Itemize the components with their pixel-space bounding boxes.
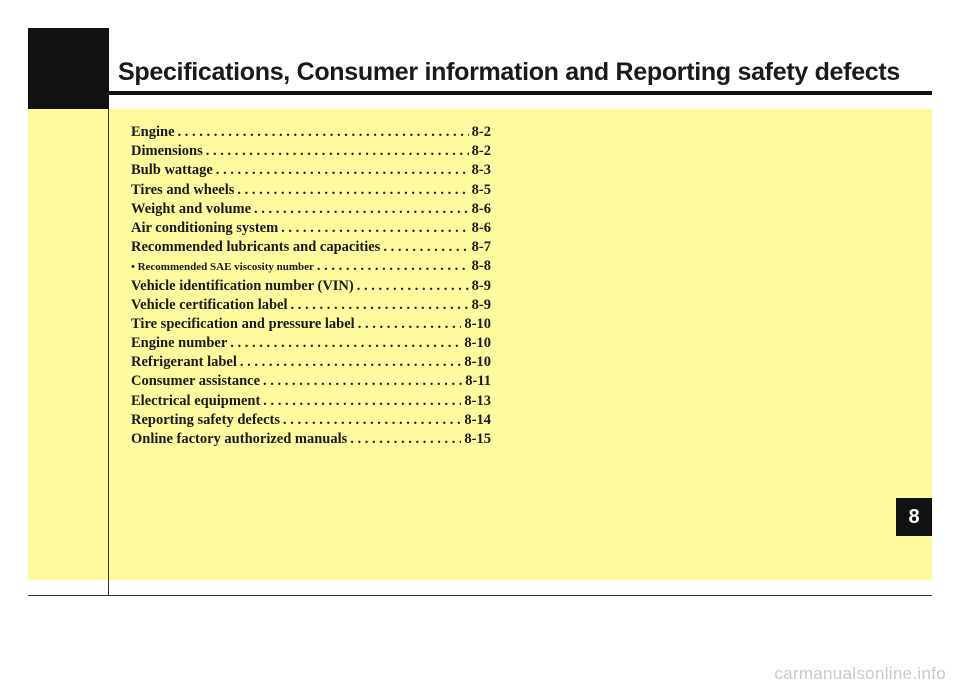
toc-leader [230,335,461,352]
margin-line [108,109,109,596]
toc-entry-consumer-assistance[interactable]: Consumer assistance 8-11 [131,373,491,392]
site-watermark: carmanualsonline.info [774,664,946,683]
toc-page: 8-2 [471,143,491,160]
toc-page: 8-14 [464,411,491,428]
toc-entry-online-manuals[interactable]: Online factory authorized manuals 8-15 [131,431,491,450]
toc-label: Online factory authorized manuals [131,431,348,447]
toc-page: 8-13 [464,392,491,409]
toc-label: Vehicle identification number (VIN) [131,277,354,294]
chapter-corner-block [28,28,109,109]
toc-page: 8-9 [471,296,491,313]
toc-label: Consumer assistance [131,373,261,390]
toc-leader [358,316,462,333]
chapter-tab[interactable]: 8 [896,498,932,536]
toc-entry-engine-number[interactable]: Engine number 8-10 [131,335,491,354]
toc-label: Reporting safety defects [131,411,280,428]
toc-entry-refrigerant-label[interactable]: Refrigerant label 8-10 [131,354,491,373]
toc-leader [291,297,469,314]
toc-label: Bulb wattage [131,162,213,179]
toc-page: 8-9 [471,277,491,294]
toc-leader [263,373,462,390]
toc-label: Air conditioning system [131,219,279,236]
toc-label: Engine [131,124,175,140]
toc-page: 8-6 [471,219,491,236]
toc-label: Vehicle certification label [131,296,288,313]
toc-page: 8-8 [471,258,491,275]
contents-panel [28,109,932,580]
toc-label: • Recommended SAE viscosity number [131,261,314,274]
toc-leader [317,258,469,275]
toc-leader [240,354,462,371]
toc-label: Recommended lubricants and capacities [131,239,381,256]
toc-entry-tire-pressure-label[interactable]: Tire specification and pressure label 8-1… [131,316,491,335]
toc-entry-tires-and-wheels[interactable]: Tires and wheels 8-5 [131,182,491,201]
toc-label: Dimensions [131,143,203,160]
toc-label: Refrigerant label [131,354,237,371]
toc-entry-dimensions[interactable]: Dimensions 8-2 [131,143,491,162]
toc-leader [263,393,461,410]
toc-entry-vin[interactable]: Vehicle identification number (VIN) 8-9 [131,278,491,297]
table-of-contents: Engine8-2 Dimensions8-2 Bulb wattage8-3 … [131,124,491,450]
toc-label: Engine number [131,335,228,352]
header-rule [109,91,932,95]
toc-leader [178,124,469,141]
toc-label: Tire specification and pressure label [131,315,355,332]
toc-label: Tires and wheels [131,181,235,198]
toc-label: Weight and volume [131,200,252,217]
toc-label: Electrical equipment [131,392,261,409]
toc-page: 8-11 [465,373,491,390]
page-title: Specifications, Consumer information and… [118,58,901,86]
toc-leader [357,278,469,295]
toc-entry-air-conditioning[interactable]: Air conditioning system 8-6 [131,220,491,239]
toc-entry-bulb-wattage[interactable]: Bulb wattage 8-3 [131,162,491,181]
toc-page: 8-7 [471,239,491,256]
toc-leader [206,143,469,160]
toc-page: 8-2 [471,124,491,140]
toc-leader [383,239,468,256]
toc-entry-engine[interactable]: Engine 8-2 [131,124,491,143]
footer-rule [28,595,932,596]
toc-leader [350,431,461,448]
toc-page: 8-5 [471,181,491,198]
toc-leader [216,162,469,179]
toc-leader [283,412,461,429]
toc-page: 8-15 [464,431,491,447]
toc-leader [237,182,468,199]
toc-leader [254,201,469,218]
toc-entry-weight-and-volume[interactable]: Weight and volume 8-6 [131,201,491,220]
toc-entry-reporting-safety-defects[interactable]: Reporting safety defects 8-14 [131,412,491,431]
toc-page: 8-10 [464,354,491,371]
toc-page: 8-10 [464,315,491,332]
toc-page: 8-6 [471,200,491,217]
toc-leader [281,220,468,237]
toc-entry-lubricants[interactable]: Recommended lubricants and capacities 8-7 [131,239,491,258]
toc-entry-electrical-equipment[interactable]: Electrical equipment 8-13 [131,393,491,412]
toc-entry-sae-viscosity[interactable]: • Recommended SAE viscosity number 8-8 [131,258,491,277]
toc-page: 8-3 [471,162,491,179]
toc-entry-certification-label[interactable]: Vehicle certification label 8-9 [131,297,491,316]
toc-page: 8-10 [464,335,491,352]
